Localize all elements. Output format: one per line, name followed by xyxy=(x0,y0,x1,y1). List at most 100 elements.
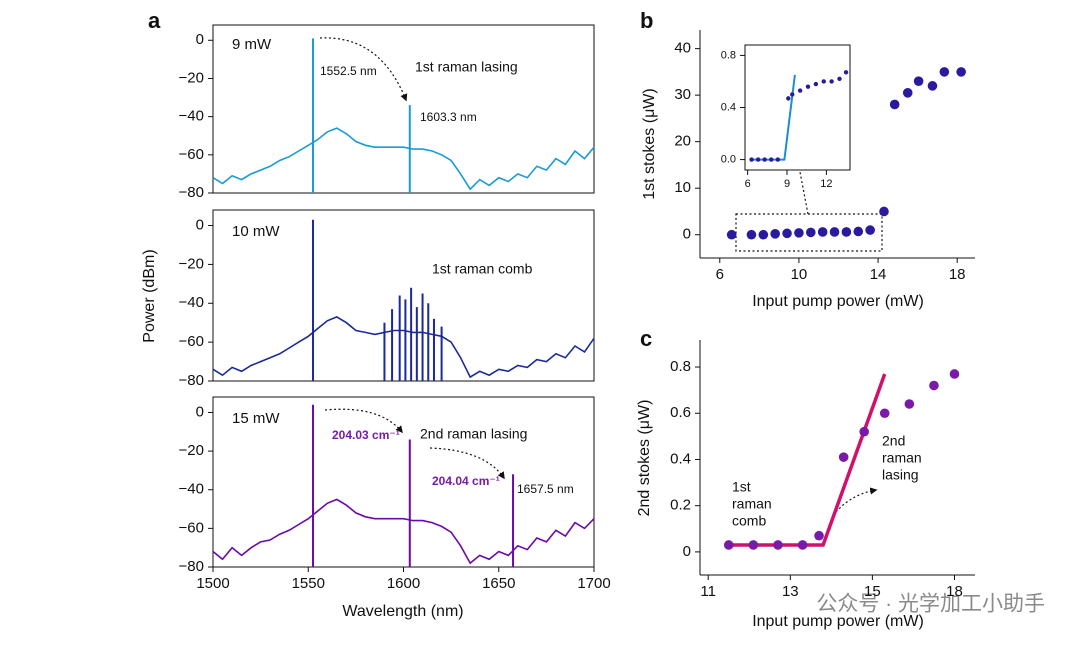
annotation-arrows xyxy=(319,37,883,513)
x-axis-label: Input pump power (mW) xyxy=(752,613,924,630)
y-tick-label: −80 xyxy=(179,558,204,575)
data-point xyxy=(786,96,791,101)
fit-line xyxy=(751,74,796,161)
panel-letter: a xyxy=(148,8,161,33)
plot: 00.20.40.60.811 13 15 181stramancomb2ndrama… xyxy=(670,340,975,600)
x-tick-label: 14 xyxy=(870,266,887,283)
data-point xyxy=(769,157,774,162)
y-tick-label: −20 xyxy=(179,442,204,459)
y-tick-label: 0.8 xyxy=(721,49,736,61)
data-point xyxy=(746,229,757,240)
y-tick-label: 0.4 xyxy=(670,450,691,467)
y-tick-label: 30 xyxy=(674,86,691,103)
x-tick-label: 18 xyxy=(946,583,963,600)
annotation: 2nd raman lasing xyxy=(420,426,527,442)
data-point xyxy=(749,157,754,162)
x-tick-label: 6 xyxy=(745,178,751,190)
y-tick-label: 0.8 xyxy=(670,358,691,375)
watermark: 公众号 · 光学加工小助手 xyxy=(816,593,1045,616)
data-point xyxy=(758,229,769,240)
data-point xyxy=(889,99,900,110)
spectrum xyxy=(212,498,595,565)
y-tick-label: −80 xyxy=(179,184,204,201)
x-tick-label: 10 xyxy=(791,266,808,283)
y-tick-label: −40 xyxy=(179,108,204,125)
data-point xyxy=(829,227,840,237)
series-label: 9 mW xyxy=(232,36,272,53)
data-point xyxy=(904,399,915,409)
annotation: comb xyxy=(732,513,766,529)
x-tick-label: 1700 xyxy=(577,575,610,592)
x-tick-label: 9 xyxy=(784,178,790,190)
series-label: 10 mW xyxy=(232,223,280,240)
data-point xyxy=(879,206,889,217)
plot: 0 10 20 30 40 6 10 14 18 xyxy=(674,30,975,283)
data-point xyxy=(762,157,767,162)
y-tick-label: 40 xyxy=(674,40,691,57)
x-tick-label: 1650 xyxy=(482,575,515,592)
y-tick-label: 20 xyxy=(674,133,691,150)
annotation: 2nd xyxy=(882,433,905,449)
y-tick-label: −80 xyxy=(179,372,204,389)
y-axis-label: 2nd stokes (μW) xyxy=(636,400,653,517)
annotation: 204.03 cm⁻¹ xyxy=(332,428,400,442)
y-tick-label: −40 xyxy=(179,294,204,311)
annotation: lasing xyxy=(882,467,919,483)
data-point xyxy=(949,369,960,379)
y-tick-label: 0.6 xyxy=(670,404,691,421)
data-point xyxy=(956,67,966,77)
data-point xyxy=(770,229,780,239)
data-point xyxy=(805,84,811,89)
x-tick-label: 12 xyxy=(820,178,832,190)
plot: 0 −20 −40 −60 −80 10 mW 1st raman comb xyxy=(179,209,595,389)
x-tick-label: 1550 xyxy=(292,575,325,592)
y-tick-label: −20 xyxy=(179,255,204,272)
y-tick-label: 0 xyxy=(683,543,691,560)
annotation: 1603.3 nm xyxy=(420,110,477,124)
data-point xyxy=(782,228,792,239)
x-axis-label: Wavelength (nm) xyxy=(342,603,463,620)
data-point xyxy=(829,79,834,84)
plot-frame xyxy=(744,44,851,171)
data-point xyxy=(814,530,824,541)
y-tick-label: 0.2 xyxy=(670,497,691,514)
annotation: 204.04 cm⁻¹ xyxy=(432,474,500,488)
data-point xyxy=(775,157,781,162)
panel-letter: b xyxy=(640,8,653,33)
annotation: raman xyxy=(732,496,772,512)
y-tick-label: 0.4 xyxy=(721,101,736,113)
x-tick-label: 13 xyxy=(782,583,799,600)
data-point xyxy=(865,225,875,235)
x-axis-label: Input pump power (mW) xyxy=(752,293,924,310)
plot: 0.0 0.4 0.8 6 9 12 xyxy=(721,44,851,190)
data-point xyxy=(797,88,803,93)
data-point xyxy=(773,540,783,550)
y-tick-label: −60 xyxy=(179,519,204,536)
x-tick-label: 6 xyxy=(716,266,724,283)
y-axis-label: 1st stokes (μW) xyxy=(641,88,658,199)
data-point xyxy=(927,81,938,91)
data-point xyxy=(805,227,816,238)
data-point xyxy=(843,70,849,75)
series-label: 15 mW xyxy=(232,410,280,427)
y-tick-label: 0 xyxy=(196,31,204,48)
annotation: 1657.5 nm xyxy=(517,482,574,496)
data-point xyxy=(902,88,913,98)
data-point xyxy=(755,157,761,162)
data-point xyxy=(939,67,950,77)
data-point xyxy=(879,408,890,419)
annotation: 1st xyxy=(732,479,751,495)
x-tick-label: 11 xyxy=(700,583,716,600)
data-point xyxy=(853,226,864,237)
annotation: raman xyxy=(882,450,922,466)
data-point xyxy=(797,540,808,550)
data-point xyxy=(813,81,819,87)
data-point xyxy=(821,79,826,84)
y-tick-label: 0 xyxy=(196,403,204,420)
y-tick-label: 0 xyxy=(683,226,691,243)
data-point xyxy=(748,540,759,550)
plot-frame xyxy=(212,209,595,382)
y-axis-label: Power (dBm) xyxy=(141,249,158,342)
